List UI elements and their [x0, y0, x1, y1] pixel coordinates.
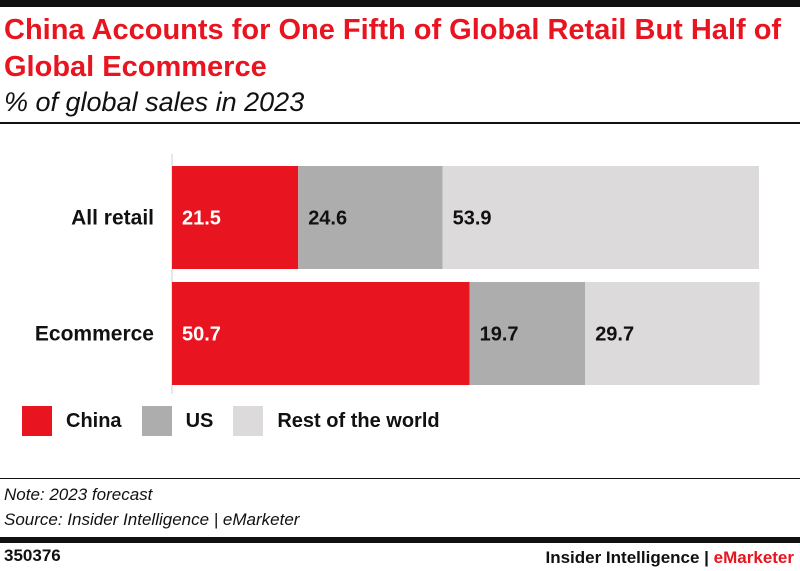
footnote: Note: 2023 forecast [4, 485, 153, 504]
legend: China US Rest of the world [22, 406, 460, 436]
legend-item-rest-of-world: Rest of the world [233, 406, 440, 436]
legend-swatch-china [22, 406, 52, 436]
legend-item-china: China [22, 406, 122, 436]
footer-rule [0, 478, 800, 479]
bottom-bar [0, 537, 800, 543]
data-label: 53.9 [453, 208, 492, 230]
data-label: 50.7 [182, 324, 221, 346]
category-label: All retail [71, 207, 154, 230]
bar-segment-rest-of-the-world [585, 282, 760, 385]
legend-label-china: China [66, 409, 122, 432]
legend-item-us: US [141, 406, 214, 436]
legend-label-rest-of-world: Rest of the world [277, 409, 440, 432]
brand-logo-text: Insider Intelligence | eMarketer [545, 548, 794, 568]
chart-subtitle: % of global sales in 2023 [4, 87, 305, 117]
bar-segment-china [172, 166, 299, 269]
legend-swatch-rest-of-world [233, 406, 264, 436]
header-rule [0, 122, 800, 124]
bar-segment-us [298, 166, 443, 269]
data-label: 19.7 [480, 324, 519, 346]
brand-main: Insider Intelligence | [545, 548, 714, 567]
bar-segment-rest-of-the-world [442, 166, 759, 269]
legend-swatch-us [141, 406, 172, 436]
data-label: 21.5 [182, 208, 221, 230]
bar-segment-china [172, 282, 470, 385]
chart-id: 350376 [4, 546, 61, 565]
data-label: 29.7 [595, 324, 634, 346]
top-bar [0, 0, 800, 7]
category-label: Ecommerce [35, 323, 154, 346]
chart-title: China Accounts for One Fifth of Global R… [4, 14, 782, 83]
stacked-bar-chart: All retail 21.5 24.6 53.9 Ecommerce 50.7 19.7 2… [35, 154, 760, 394]
brand-accent: eMarketer [713, 548, 794, 567]
legend-label-us: US [185, 409, 214, 432]
source-line: Source: Insider Intelligence | eMarketer [4, 510, 300, 529]
data-label: 24.6 [308, 208, 347, 230]
bar-segment-us [469, 282, 586, 385]
